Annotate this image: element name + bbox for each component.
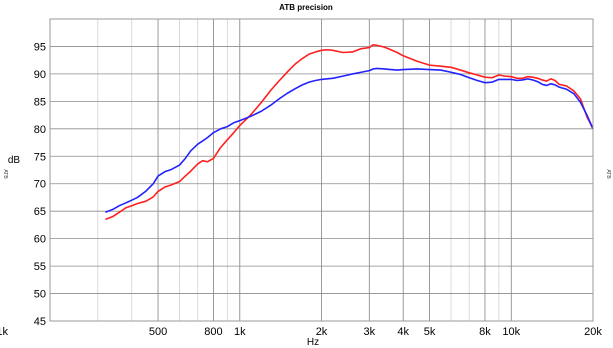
side-label-left: ATB (2, 169, 8, 179)
chart-title: ATB precision (279, 3, 333, 12)
x-tick-label: 8k (479, 326, 491, 338)
y-tick-label: 95 (34, 41, 46, 53)
series-line-0 (105, 44, 594, 221)
y-tick-label: 75 (34, 151, 46, 163)
x-tick-labels: 1k 500 800 1k 2k 3k 4k 5k 8k 10k 20k (0, 326, 602, 338)
series-lines (105, 44, 594, 221)
x-tick-label: 800 (204, 326, 222, 338)
x-tick-label: 1k (0, 326, 8, 338)
y-tick-label: 70 (34, 179, 46, 191)
y-tick-label: 60 (34, 234, 46, 246)
x-tick-label: 10k (502, 326, 520, 338)
x-tick-label: 500 (149, 326, 167, 338)
y-tick-label: 50 (34, 289, 46, 301)
plot-frame (49, 18, 594, 322)
x-tick-label: 5k (424, 326, 436, 338)
y-tick-label: 45 (34, 316, 46, 328)
y-tick-label: 85 (34, 96, 46, 108)
x-tick-label: 3k (363, 326, 375, 338)
x-tick-label: 2k (316, 326, 328, 338)
x-tick-label: 20k (584, 326, 602, 338)
y-tick-label: 80 (34, 124, 46, 136)
series-line-1 (105, 67, 594, 214)
y-tick-labels: 45 50 55 60 65 70 75 80 85 90 95 (34, 41, 46, 328)
side-label-right: ATB (605, 169, 611, 179)
y-tick-label: 55 (34, 261, 46, 273)
x-tick-label: 4k (397, 326, 409, 338)
y-tick-label: 65 (34, 206, 46, 218)
grid-lines (50, 19, 593, 321)
y-tick-label: 90 (34, 69, 46, 81)
y-axis-label: dB (8, 155, 21, 166)
x-axis-label: Hz (307, 337, 319, 348)
x-tick-label: 1k (234, 326, 246, 338)
